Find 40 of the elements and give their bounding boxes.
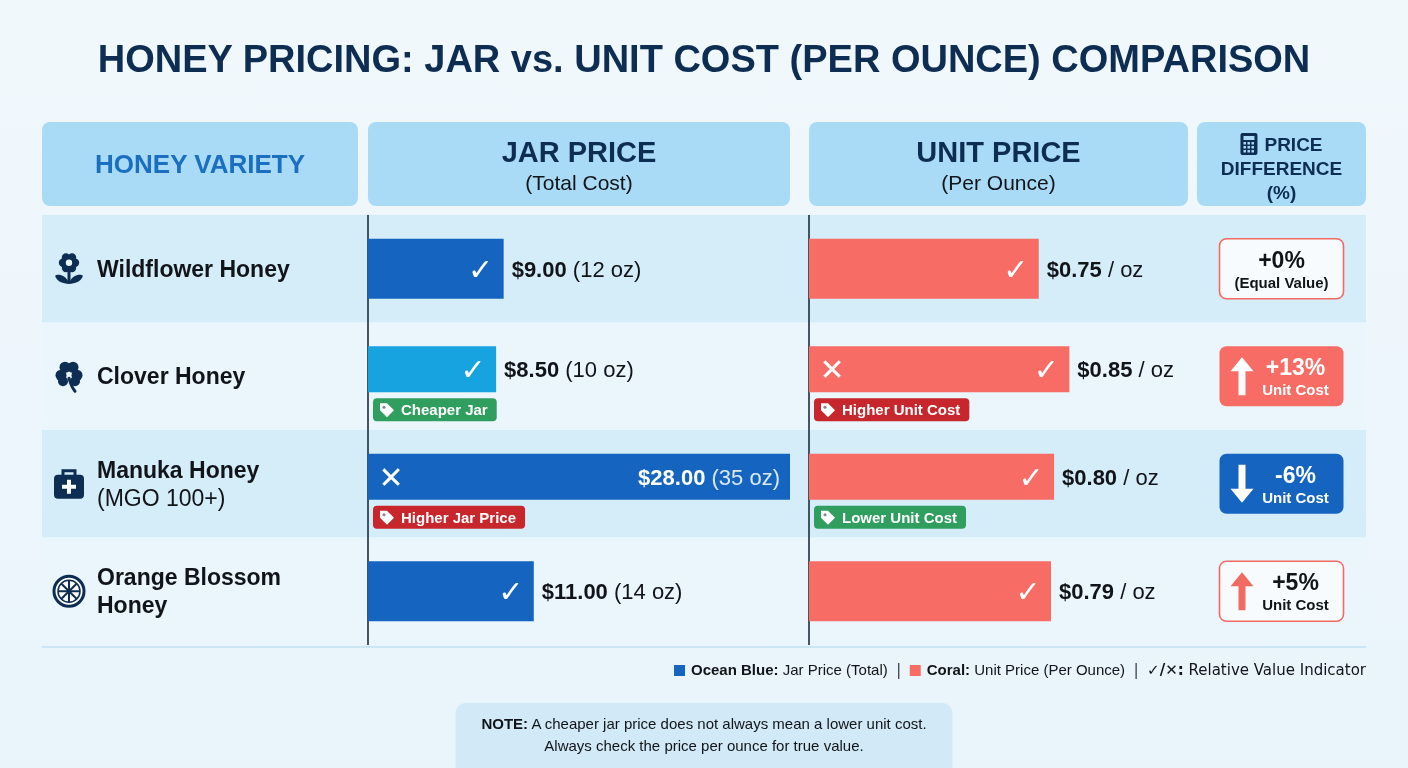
annotation: ✓ [468,251,494,287]
y-tick-label: Manuka Honey (MGO 100+) [97,456,260,511]
data-label: $0.79 / oz [1058,579,1156,605]
annotation: Cheaper Jar [401,401,488,419]
text: NOTE: A cheaper jar price does not always mean a lower unit cost. Always check the price per ounce for true value. [481,715,927,754]
annotation: ✓ [1015,574,1041,610]
data-label: $11.00 (14 oz) [541,579,683,605]
chart-title: UNIT PRICE [916,136,1081,168]
text: HONEY PRICING: JAR vs. UNIT COST (PER OUNCE) COMPARISON [97,38,1311,80]
data-label: +0% (Equal Value) [1234,246,1329,291]
annotation: ✓ [1033,352,1059,388]
legend-label: Ocean Blue: Jar Price (Total) [691,661,888,678]
annotation: ✓ [498,574,524,610]
data-label: $9.00 (12 oz) [511,256,642,282]
chart-subtitle: (Per Ounce) [941,171,1056,194]
legend-label: Coral: Unit Price (Per Ounce) [926,661,1126,678]
data-label: -6% Unit Cost [1262,461,1329,506]
chart-title: JAR PRICE [501,136,657,168]
annotation: ✕ [819,352,845,388]
chart-subtitle: (Total Cost) [525,171,633,194]
text: ✓/✕: Relative Value Indicator [1147,661,1367,679]
annotation: Higher Jar Price [401,508,517,526]
annotation: ✓ [1003,251,1029,287]
annotation: Higher Unit Cost [842,401,961,419]
data-label: $0.80 / oz [1062,464,1159,490]
data-label: $0.85 / oz [1077,357,1175,383]
annotation: Lower Unit Cost [842,508,957,526]
data-label: +13% Unit Cost [1262,354,1329,399]
data-label: $28.00 (35 oz) [638,464,780,490]
y-axis-title: HONEY VARIETY [95,149,305,179]
annotation: ✓ [460,352,486,388]
data-label: $0.75 / oz [1046,256,1144,282]
y-tick-label: Orange Blossom Honey [97,564,282,619]
y-tick-label: Clover Honey [97,363,246,390]
annotation: ✕ [378,459,404,495]
data-label: +5% Unit Cost [1262,569,1329,614]
data-label: $8.50 (10 oz) [504,357,634,383]
annotation: ✓ [1018,459,1044,495]
y-tick-label: Wildflower Honey [97,255,290,282]
text: PRICE DIFFERENCE (%) [1220,134,1343,203]
